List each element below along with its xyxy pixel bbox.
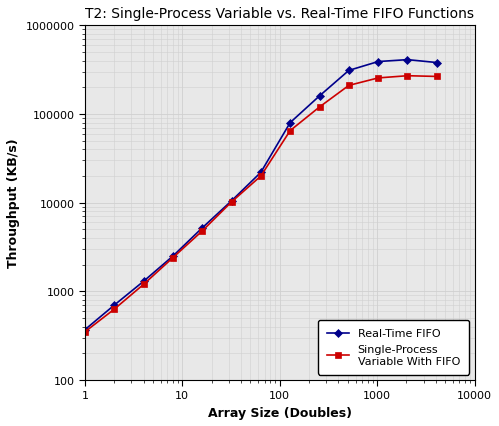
- Line: Single-Process
Variable With FIFO: Single-Process Variable With FIFO: [82, 74, 440, 335]
- Single-Process
Variable With FIFO: [170, 256, 176, 261]
- Real-Time FIFO: [316, 94, 322, 99]
- Real-Time FIFO: [141, 279, 147, 284]
- Real-Time FIFO: [287, 121, 293, 126]
- Real-Time FIFO: [434, 61, 440, 66]
- Real-Time FIFO: [346, 69, 352, 74]
- Single-Process
Variable With FIFO: [287, 129, 293, 134]
- Single-Process
Variable With FIFO: [258, 174, 264, 179]
- Single-Process
Variable With FIFO: [405, 74, 411, 79]
- Y-axis label: Throughput (KB/s): Throughput (KB/s): [7, 138, 20, 268]
- Single-Process
Variable With FIFO: [375, 76, 381, 81]
- Real-Time FIFO: [229, 199, 235, 204]
- Single-Process
Variable With FIFO: [316, 105, 322, 110]
- Title: T2: Single-Process Variable vs. Real-Time FIFO Functions: T2: Single-Process Variable vs. Real-Tim…: [85, 7, 474, 21]
- Single-Process
Variable With FIFO: [199, 229, 205, 234]
- Single-Process
Variable With FIFO: [111, 307, 117, 312]
- Line: Real-Time FIFO: Real-Time FIFO: [82, 58, 440, 333]
- X-axis label: Array Size (Doubles): Array Size (Doubles): [208, 406, 352, 419]
- Real-Time FIFO: [82, 327, 88, 332]
- Legend: Real-Time FIFO, Single-Process
Variable With FIFO: Real-Time FIFO, Single-Process Variable …: [318, 320, 469, 374]
- Single-Process
Variable With FIFO: [229, 200, 235, 205]
- Real-Time FIFO: [405, 58, 411, 63]
- Real-Time FIFO: [170, 254, 176, 259]
- Real-Time FIFO: [258, 170, 264, 176]
- Real-Time FIFO: [111, 303, 117, 308]
- Single-Process
Variable With FIFO: [82, 329, 88, 334]
- Real-Time FIFO: [199, 226, 205, 231]
- Single-Process
Variable With FIFO: [434, 75, 440, 80]
- Single-Process
Variable With FIFO: [346, 83, 352, 89]
- Single-Process
Variable With FIFO: [141, 282, 147, 287]
- Real-Time FIFO: [375, 60, 381, 65]
